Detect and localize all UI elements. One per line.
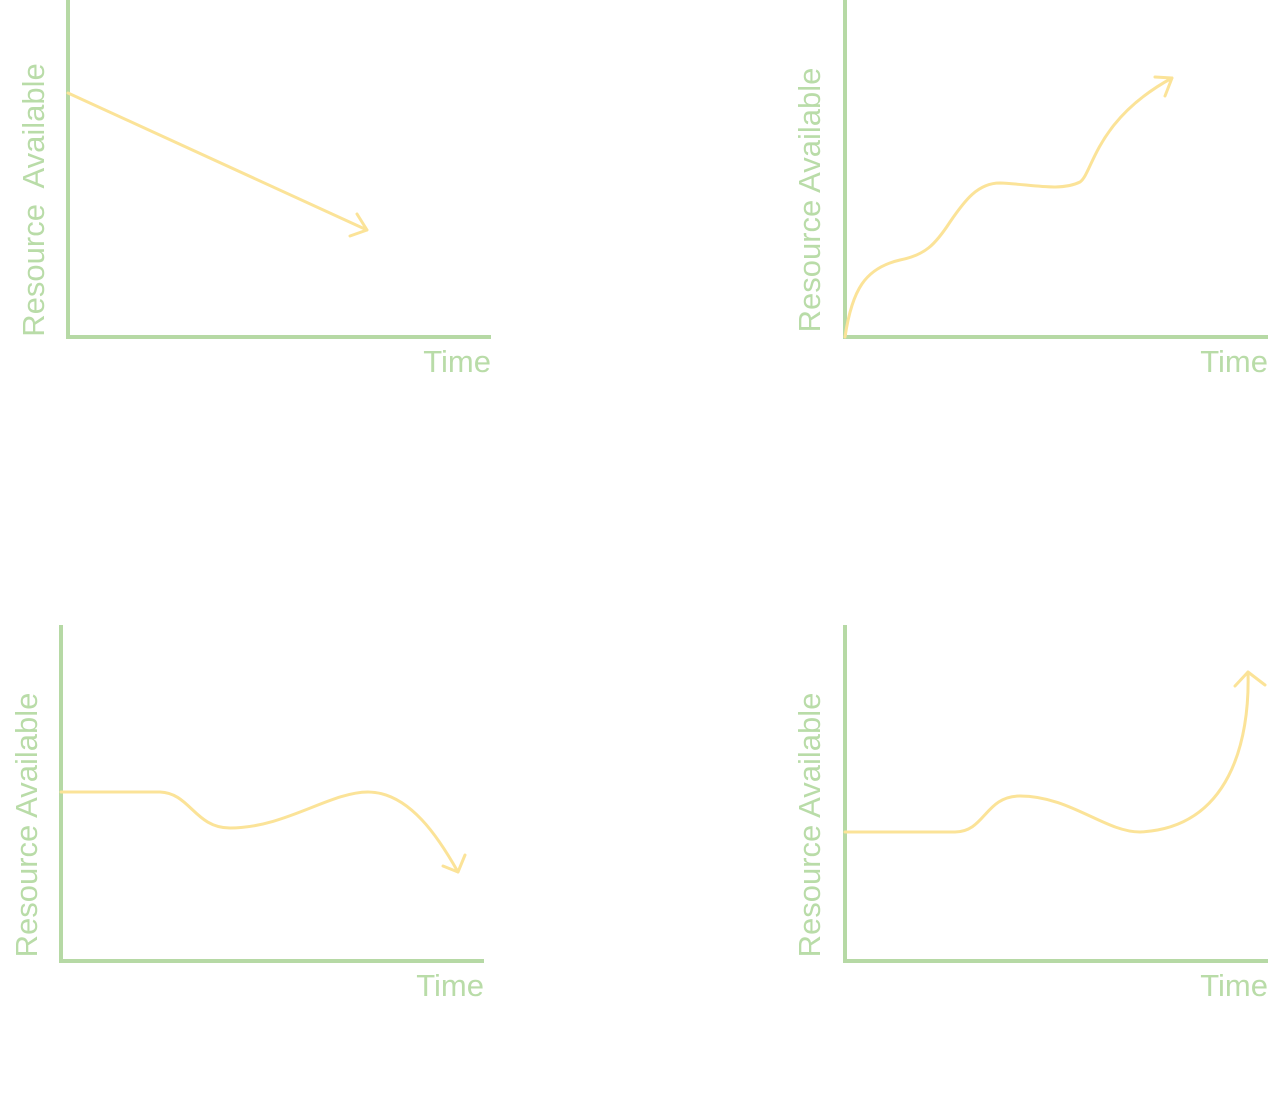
trend-arrow (66, 91, 369, 238)
y-axis-label: Resource Available (16, 63, 51, 336)
axes (843, 0, 1268, 339)
trend-arrow (843, 670, 1267, 834)
y-axis-label: Resource Available (792, 68, 827, 333)
y-axis-label: Resource Available (9, 693, 44, 958)
x-axis-label: Time (1200, 968, 1268, 1003)
panel: Resource Available Time (9, 625, 484, 1003)
panel: Resource Available Time (792, 625, 1268, 1003)
y-axis-label: Resource Available (792, 693, 827, 958)
x-axis-label: Time (1200, 344, 1268, 379)
axes (59, 625, 484, 963)
trend-arrow (843, 75, 1174, 339)
x-axis-label: Time (423, 344, 491, 379)
axes (66, 0, 491, 339)
panel: Resource Available Time (16, 0, 491, 379)
trend-arrow (59, 790, 467, 874)
panel: Resource Available Time (792, 0, 1268, 379)
axes (843, 625, 1268, 963)
x-axis-label: Time (416, 968, 484, 1003)
